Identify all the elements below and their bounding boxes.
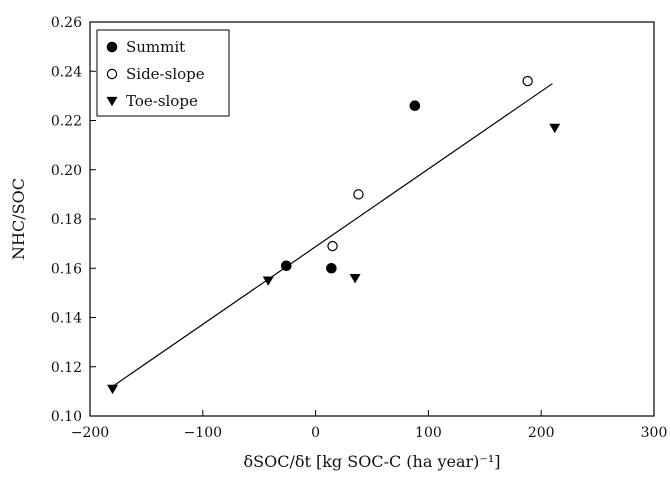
x-tick-label: −200 [71, 425, 109, 441]
axis-ticks: −200 −100 0 100 200 300 0.10 0.12 0.14 0.16 0.18 0.… [51, 15, 668, 441]
point-toe-slope [349, 273, 361, 284]
y-axis-label: NHC/SOC [9, 178, 28, 260]
legend-label-side-slope: Side-slope [126, 65, 205, 83]
x-tick-label: 200 [528, 425, 555, 441]
legend: Summit Side-slope Toe-slope [96, 29, 230, 117]
y-tick-label: 0.26 [51, 15, 82, 31]
point-side-slope [353, 189, 364, 200]
point-summit [409, 100, 421, 112]
y-tick-label: 0.24 [51, 64, 82, 80]
legend-label-toe-slope: Toe-slope [126, 92, 198, 110]
y-tick-label: 0.22 [51, 114, 82, 130]
y-tick-label: 0.10 [51, 409, 82, 425]
point-toe-slope [262, 276, 274, 286]
x-tick-label: 0 [311, 425, 320, 441]
x-axis-label: δSOC/δt [kg SOC-C (ha year)⁻¹] [243, 452, 500, 471]
trendline-group [112, 83, 553, 387]
x-tick-label: 300 [641, 425, 668, 441]
y-tick-label: 0.12 [51, 360, 82, 376]
point-toe-slope [107, 384, 119, 395]
x-tick-label: −100 [184, 425, 222, 441]
point-summit [280, 260, 292, 272]
y-tick-label: 0.18 [51, 212, 82, 228]
point-toe-slope [549, 123, 561, 134]
legend-marker-summit [106, 41, 118, 53]
data-points [107, 75, 561, 395]
y-tick-label: 0.20 [51, 163, 82, 179]
point-side-slope [327, 240, 338, 252]
legend-marker-side-slope [106, 68, 118, 80]
trendline [112, 83, 553, 387]
point-side-slope [522, 75, 533, 87]
y-tick-label: 0.14 [51, 311, 82, 327]
legend-box [96, 29, 230, 117]
x-tick-label: 100 [415, 425, 442, 441]
point-summit [326, 262, 337, 274]
legend-label-summit: Summit [126, 38, 185, 56]
legend-marker-toe-slope [106, 96, 118, 107]
y-tick-label: 0.16 [51, 261, 82, 277]
